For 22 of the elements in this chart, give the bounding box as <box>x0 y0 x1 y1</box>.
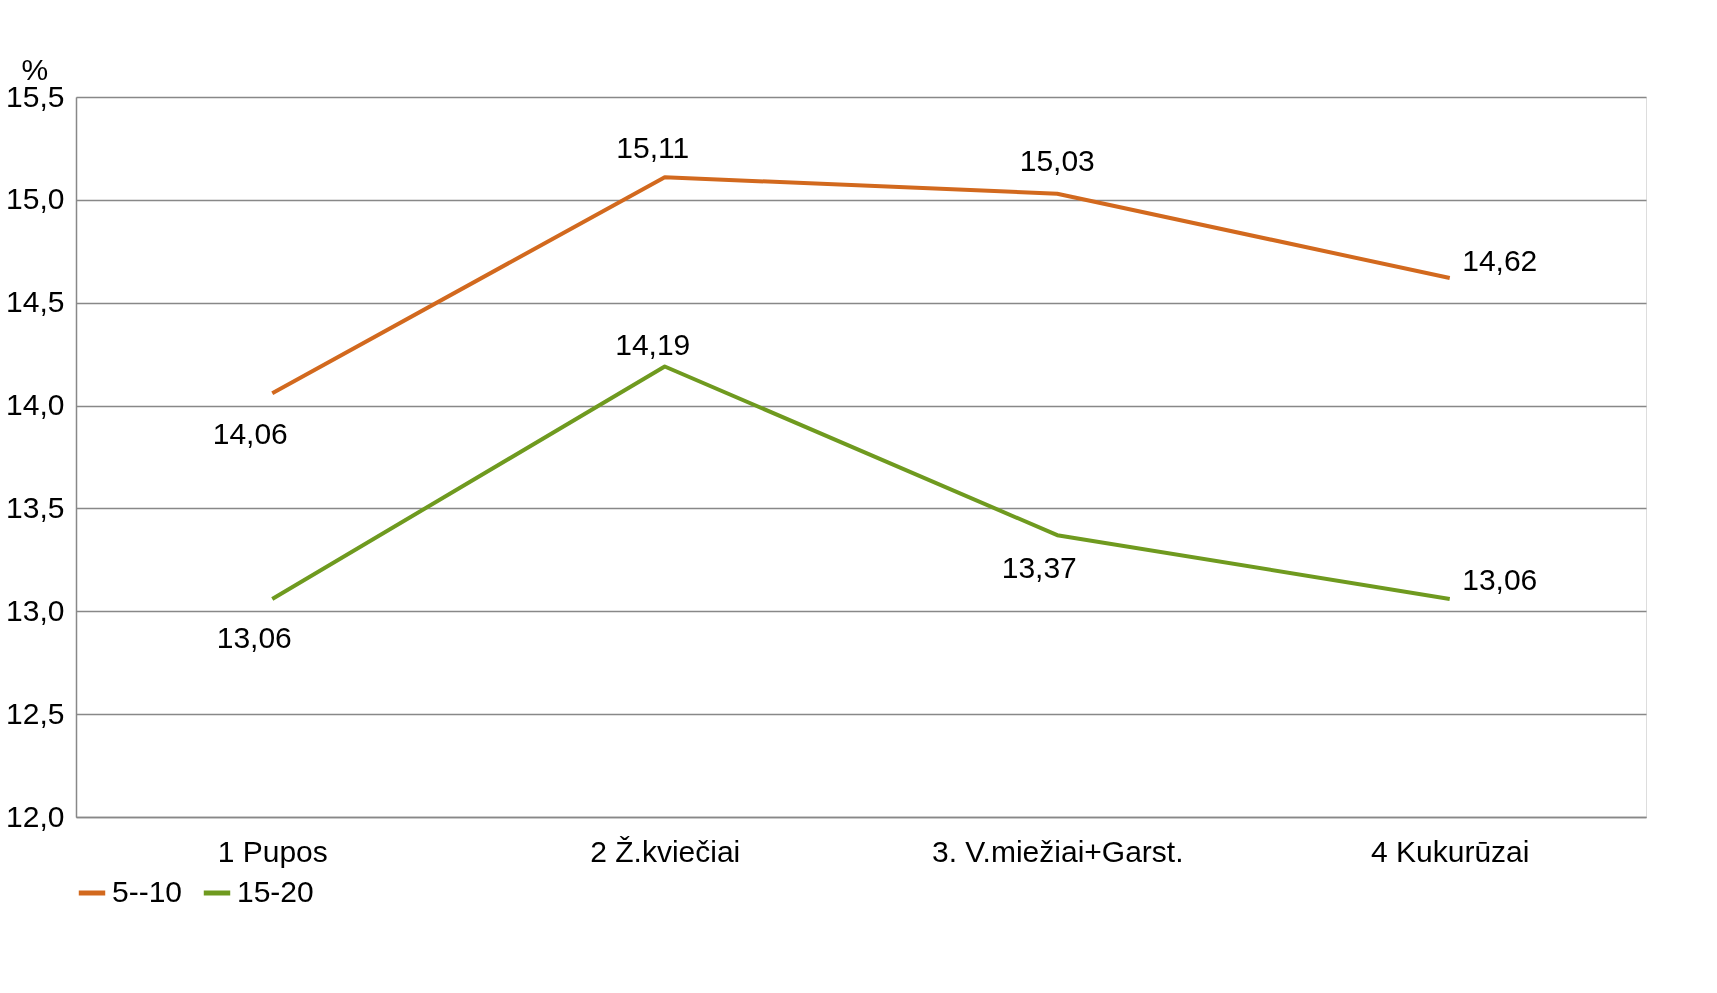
legend-label: 15-20 <box>237 875 314 908</box>
y-tick-label: 13,5 <box>6 490 65 524</box>
data-label: 14,19 <box>615 328 691 362</box>
y-tick-label: 14,5 <box>6 285 65 319</box>
data-label: 14,06 <box>212 417 288 451</box>
x-tick-label: 4 Kukurūzai <box>1371 834 1530 868</box>
legend-label: 5--10 <box>112 875 183 908</box>
data-label: 14,62 <box>1462 244 1538 278</box>
x-tick-label: 3. V.miežiai+Garst. <box>932 834 1184 868</box>
data-label: 15,11 <box>616 131 690 165</box>
data-label: 15,03 <box>1019 143 1095 177</box>
y-tick-label: 14,0 <box>6 388 65 422</box>
data-label: 13,37 <box>1001 551 1077 585</box>
data-label: 13,06 <box>216 620 292 654</box>
y-tick-label: 12,5 <box>6 696 65 730</box>
line-series <box>270 175 1452 396</box>
y-tick-label: 15,0 <box>6 182 65 216</box>
y-tick-label: 12,0 <box>6 799 65 833</box>
y-tick-label: 13,0 <box>6 593 65 627</box>
x-tick-label: 1 Pupos <box>217 834 328 868</box>
x-tick-label: 2 Ž.kviečiai <box>590 834 741 868</box>
data-label: 13,06 <box>1462 562 1538 596</box>
